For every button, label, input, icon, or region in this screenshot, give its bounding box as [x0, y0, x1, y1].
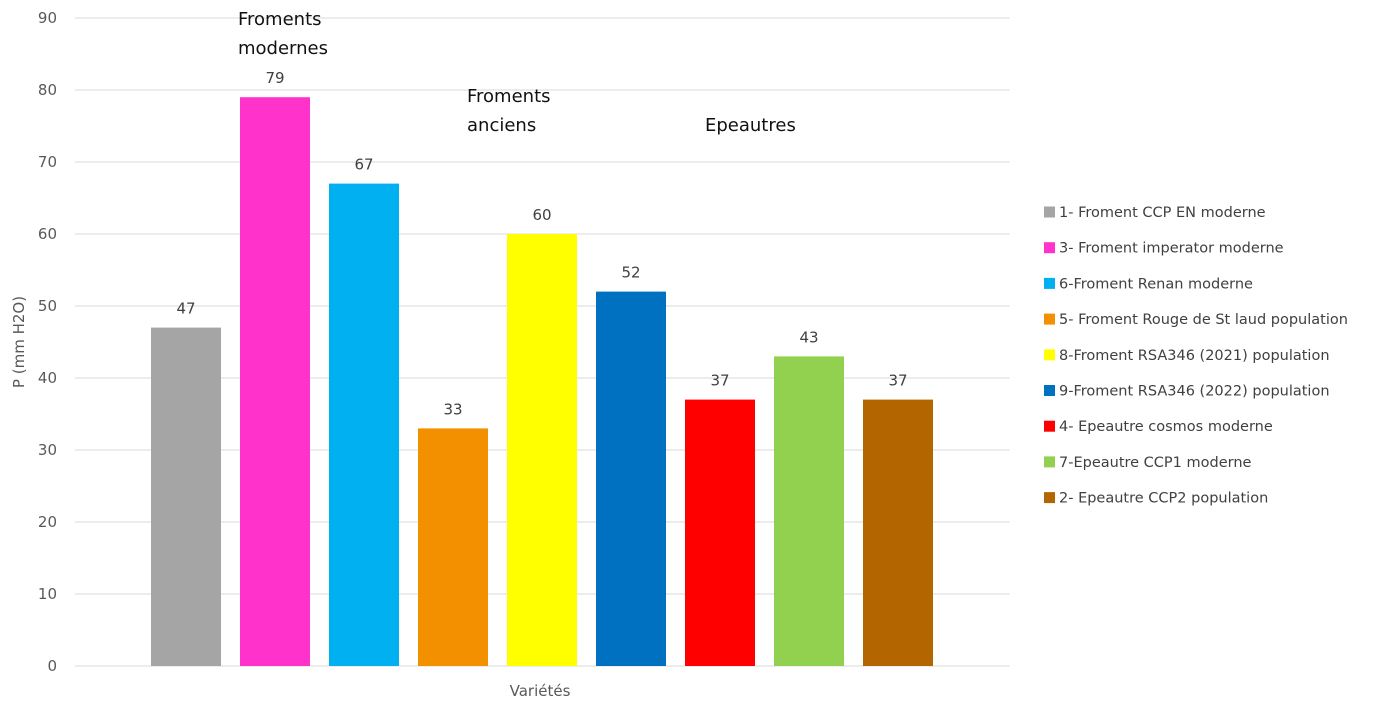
- data-label: 67: [354, 156, 373, 174]
- data-label: 60: [532, 206, 551, 224]
- bar: [596, 291, 666, 666]
- legend-label: 9-Froment RSA346 (2022) population: [1059, 384, 1330, 400]
- y-axis-title: P (mm H2O): [10, 296, 28, 388]
- legend-label: 4- Epeautre cosmos moderne: [1059, 419, 1273, 435]
- legend-swatch: [1044, 277, 1055, 289]
- legend-label: 7-Epeautre CCP1 moderne: [1059, 455, 1252, 471]
- bar: [329, 183, 399, 666]
- data-label: 43: [799, 328, 818, 346]
- legend-label: 2- Epeautre CCP2 population: [1059, 491, 1268, 507]
- bar: [685, 399, 755, 666]
- legend-swatch: [1044, 242, 1055, 254]
- bar: [863, 399, 933, 666]
- bar: [240, 97, 310, 666]
- bars: [151, 97, 933, 666]
- data-label: 79: [265, 69, 284, 87]
- group-annotation: Froments modernes: [238, 9, 328, 59]
- bar: [151, 327, 221, 666]
- y-tick-label: 80: [38, 81, 57, 99]
- data-label: 52: [621, 264, 640, 282]
- legend-swatch: [1044, 420, 1055, 432]
- group-annotation: Froments anciens: [467, 86, 551, 136]
- legend-label: 3- Froment imperator moderne: [1059, 241, 1284, 257]
- legend-swatch: [1044, 313, 1055, 325]
- data-labels: 47 79 67 33 60 52 37 43 37: [176, 69, 907, 418]
- group-annotation: Epeautres: [705, 115, 796, 136]
- bar: [418, 428, 488, 666]
- legend-label: 6-Froment Renan moderne: [1059, 276, 1253, 292]
- legend-label: 5- Froment Rouge de St laud population: [1059, 312, 1348, 328]
- legend-swatch: [1044, 456, 1055, 468]
- legend-swatch: [1044, 385, 1055, 396]
- y-axis-ticks: 0 10 20 30 40 50 60 70 80 90: [38, 9, 57, 675]
- legend-swatch: [1044, 492, 1055, 504]
- y-tick-label: 90: [38, 9, 57, 27]
- y-tick-label: 10: [38, 585, 57, 603]
- legend-label: 8-Froment RSA346 (2021) population: [1059, 348, 1330, 364]
- data-label: 47: [176, 300, 195, 318]
- legend-swatch: [1044, 206, 1055, 218]
- y-tick-label: 30: [38, 441, 57, 459]
- bar: [507, 234, 577, 666]
- group-annotations: Froments modernes Froments anciens Epeautres: [238, 9, 796, 136]
- y-tick-label: 0: [47, 657, 57, 675]
- x-axis-title: Variétés: [510, 682, 571, 700]
- legend-label: 1- Froment CCP EN moderne: [1059, 205, 1266, 221]
- data-label: 37: [710, 372, 729, 390]
- y-tick-label: 20: [38, 513, 57, 531]
- legend: 1- Froment CCP EN moderne 3- Froment impe…: [1044, 205, 1348, 507]
- y-tick-label: 60: [38, 225, 57, 243]
- y-tick-label: 70: [38, 153, 57, 171]
- data-label: 37: [888, 372, 907, 390]
- data-label: 33: [443, 400, 462, 418]
- y-tick-label: 50: [38, 297, 57, 315]
- bar: [774, 356, 844, 666]
- legend-swatch: [1044, 349, 1055, 361]
- y-tick-label: 40: [38, 369, 57, 387]
